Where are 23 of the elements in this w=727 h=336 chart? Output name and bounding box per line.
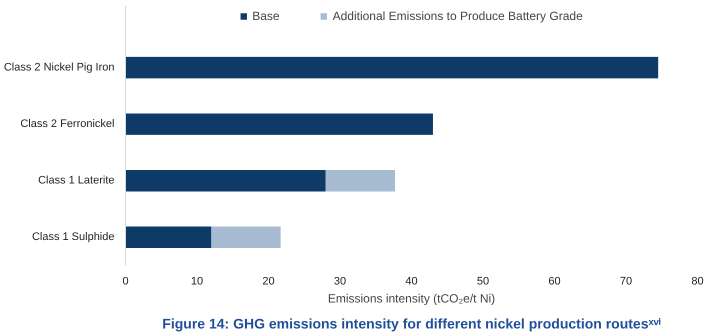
text: Figure 14: GHG emissions intensity for different nickel production routesˣᵛⁱ: [162, 316, 661, 332]
x-tick-label: 0: [122, 276, 129, 288]
x-axis-title: Emissions intensity (tCO₂e/t Ni): [328, 292, 496, 306]
legend-label: Additional Emissions to Produce Battery Grade: [332, 9, 583, 23]
x-tick-label: 30: [334, 276, 346, 288]
legend-label: Base: [252, 9, 280, 23]
x-tick-label: 50: [476, 276, 490, 288]
x-tick-label: 60: [548, 276, 561, 288]
y-tick-label: Class 1 Laterite: [38, 174, 115, 187]
x-tick-label: 70: [620, 276, 632, 288]
x-tick-label: 10: [190, 276, 204, 288]
y-tick-label: Class 2 Nickel Pig Iron: [4, 62, 115, 74]
y-tick-label: Class 1 Sulphide: [32, 231, 115, 244]
bar: [326, 170, 396, 192]
x-tick-label: 80: [691, 276, 704, 288]
y-tick-label: Class 2 Ferronickel: [20, 118, 114, 130]
bar: [126, 170, 326, 192]
x-tick-label: 40: [405, 276, 418, 288]
bar: [126, 56, 658, 78]
bar: [211, 226, 281, 248]
x-tick-label: 20: [262, 276, 275, 288]
bar: [126, 113, 433, 135]
bar: [126, 226, 212, 248]
